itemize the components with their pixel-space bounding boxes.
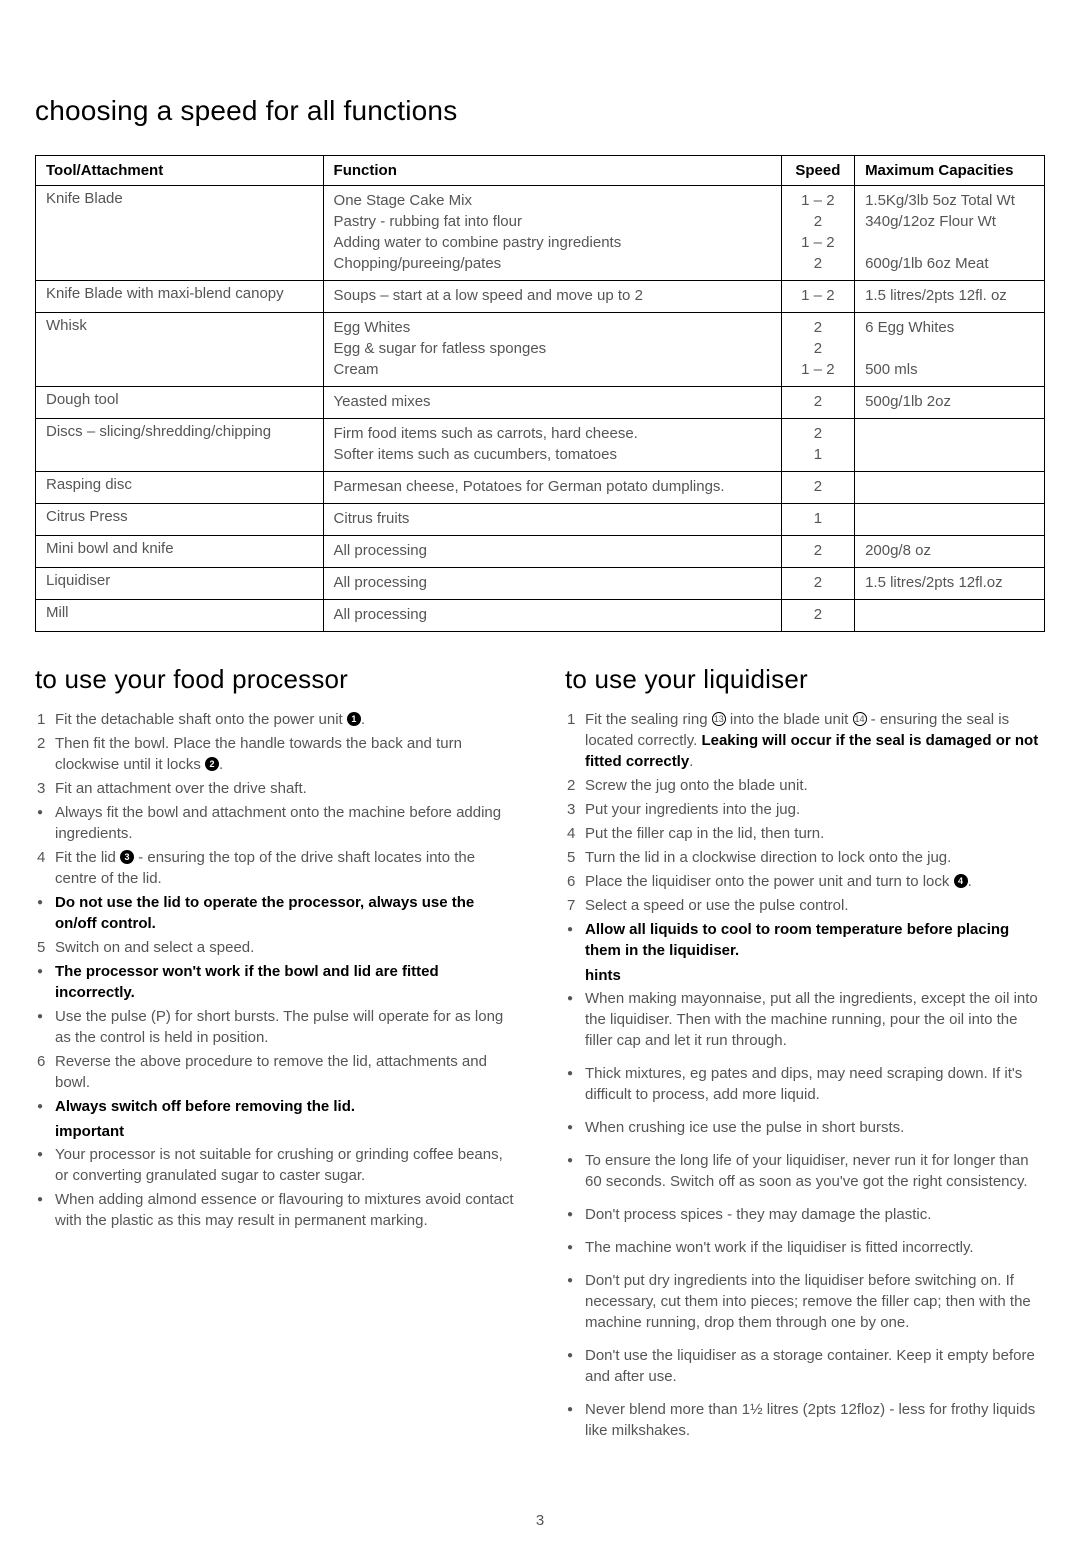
cell-function: Citrus fruits bbox=[323, 504, 781, 536]
list-item: Then fit the bowl. Place the handle towa… bbox=[35, 733, 515, 775]
cell-tool: Citrus Press bbox=[36, 504, 324, 536]
cell-tool: Mini bowl and knife bbox=[36, 536, 324, 568]
cell-speed: 1 – 2 bbox=[781, 281, 854, 313]
cell-function: Parmesan cheese, Potatoes for German pot… bbox=[323, 472, 781, 504]
cell-function: Soups – start at a low speed and move up… bbox=[323, 281, 781, 313]
table-row: WhiskEgg WhitesEgg & sugar for fatless s… bbox=[36, 313, 1045, 387]
list-item: Always switch off before removing the li… bbox=[35, 1096, 515, 1117]
cell-tool: Rasping disc bbox=[36, 472, 324, 504]
table-row: Knife Blade with maxi-blend canopySoups … bbox=[36, 281, 1045, 313]
speed-table: Tool/AttachmentFunctionSpeedMaximum Capa… bbox=[35, 155, 1045, 632]
cell-tool: Knife Blade with maxi-blend canopy bbox=[36, 281, 324, 313]
cell-function: All processing bbox=[323, 568, 781, 600]
cell-speed: 2 bbox=[781, 568, 854, 600]
list-item: Fit the sealing ring 13 into the blade u… bbox=[565, 709, 1045, 772]
important-list: Your processor is not suitable for crush… bbox=[35, 1144, 515, 1231]
table-row: Knife BladeOne Stage Cake MixPastry - ru… bbox=[36, 186, 1045, 281]
list-item: Fit the lid 3 - ensuring the top of the … bbox=[35, 847, 515, 889]
list-item: Never blend more than 1½ litres (2pts 12… bbox=[565, 1399, 1045, 1441]
cell-tool: Whisk bbox=[36, 313, 324, 387]
page-number: 3 bbox=[0, 1512, 1080, 1529]
list-item: Always fit the bowl and attachment onto … bbox=[35, 802, 515, 844]
list-item: Screw the jug onto the blade unit. bbox=[565, 775, 1045, 796]
table-row: Discs – slicing/shredding/chippingFirm f… bbox=[36, 419, 1045, 472]
right-column: to use your liquidiser Fit the sealing r… bbox=[565, 664, 1045, 1453]
list-item: Your processor is not suitable for crush… bbox=[35, 1144, 515, 1186]
list-item: When adding almond essence or flavouring… bbox=[35, 1189, 515, 1231]
list-item: Put the filler cap in the lid, then turn… bbox=[565, 823, 1045, 844]
list-item: Reverse the above procedure to remove th… bbox=[35, 1051, 515, 1093]
table-header: Function bbox=[323, 156, 781, 186]
cell-capacity bbox=[855, 504, 1045, 536]
cell-function: All processing bbox=[323, 600, 781, 632]
cell-capacity: 1.5 litres/2pts 12fl. oz bbox=[855, 281, 1045, 313]
cell-tool: Dough tool bbox=[36, 387, 324, 419]
list-item: Select a speed or use the pulse control. bbox=[565, 895, 1045, 916]
list-item: Place the liquidiser onto the power unit… bbox=[565, 871, 1045, 892]
list-item: Don't put dry ingredients into the liqui… bbox=[565, 1270, 1045, 1333]
list-item: To ensure the long life of your liquidis… bbox=[565, 1150, 1045, 1192]
hints-list: When making mayonnaise, put all the ingr… bbox=[565, 988, 1045, 1441]
cell-function: Egg WhitesEgg & sugar for fatless sponge… bbox=[323, 313, 781, 387]
cell-speed: 1 bbox=[781, 504, 854, 536]
cell-tool: Discs – slicing/shredding/chipping bbox=[36, 419, 324, 472]
cell-function: All processing bbox=[323, 536, 781, 568]
list-item: Use the pulse (P) for short bursts. The … bbox=[35, 1006, 515, 1048]
cell-speed: 2 bbox=[781, 536, 854, 568]
liquidiser-heading: to use your liquidiser bbox=[565, 664, 1045, 695]
table-row: MillAll processing2 bbox=[36, 600, 1045, 632]
list-item: Do not use the lid to operate the proces… bbox=[35, 892, 515, 934]
list-item: Thick mixtures, eg pates and dips, may n… bbox=[565, 1063, 1045, 1105]
list-item: Turn the lid in a clockwise direction to… bbox=[565, 847, 1045, 868]
cell-capacity: 1.5Kg/3lb 5oz Total Wt340g/12oz Flour Wt… bbox=[855, 186, 1045, 281]
cell-speed: 1 – 221 – 22 bbox=[781, 186, 854, 281]
cell-speed: 2 bbox=[781, 387, 854, 419]
page-title: choosing a speed for all functions bbox=[35, 95, 1045, 127]
table-row: Dough toolYeasted mixes2500g/1lb 2oz bbox=[36, 387, 1045, 419]
liquidiser-steps: Fit the sealing ring 13 into the blade u… bbox=[565, 709, 1045, 961]
cell-capacity: 200g/8 oz bbox=[855, 536, 1045, 568]
table-row: Citrus PressCitrus fruits1 bbox=[36, 504, 1045, 536]
cell-capacity bbox=[855, 419, 1045, 472]
cell-speed: 2 bbox=[781, 600, 854, 632]
cell-capacity bbox=[855, 600, 1045, 632]
list-item: The processor won't work if the bowl and… bbox=[35, 961, 515, 1003]
cell-speed: 2 bbox=[781, 472, 854, 504]
cell-function: One Stage Cake MixPastry - rubbing fat i… bbox=[323, 186, 781, 281]
cell-speed: 221 – 2 bbox=[781, 313, 854, 387]
processor-steps: Fit the detachable shaft onto the power … bbox=[35, 709, 515, 1117]
list-item: When crushing ice use the pulse in short… bbox=[565, 1117, 1045, 1138]
list-item: When making mayonnaise, put all the ingr… bbox=[565, 988, 1045, 1051]
cell-capacity: 1.5 litres/2pts 12fl.oz bbox=[855, 568, 1045, 600]
cell-tool: Liquidiser bbox=[36, 568, 324, 600]
left-column: to use your food processor Fit the detac… bbox=[35, 664, 515, 1453]
hints-heading: hints bbox=[585, 967, 1045, 984]
important-heading: important bbox=[55, 1123, 515, 1140]
table-row: Rasping discParmesan cheese, Potatoes fo… bbox=[36, 472, 1045, 504]
list-item: Allow all liquids to cool to room temper… bbox=[565, 919, 1045, 961]
list-item: The machine won't work if the liquidiser… bbox=[565, 1237, 1045, 1258]
list-item: Put your ingredients into the jug. bbox=[565, 799, 1045, 820]
list-item: Don't use the liquidiser as a storage co… bbox=[565, 1345, 1045, 1387]
cell-capacity bbox=[855, 472, 1045, 504]
table-row: Mini bowl and knifeAll processing2200g/8… bbox=[36, 536, 1045, 568]
list-item: Fit an attachment over the drive shaft. bbox=[35, 778, 515, 799]
processor-heading: to use your food processor bbox=[35, 664, 515, 695]
cell-speed: 21 bbox=[781, 419, 854, 472]
cell-tool: Mill bbox=[36, 600, 324, 632]
table-header: Speed bbox=[781, 156, 854, 186]
cell-capacity: 6 Egg Whites 500 mls bbox=[855, 313, 1045, 387]
list-item: Fit the detachable shaft onto the power … bbox=[35, 709, 515, 730]
cell-function: Firm food items such as carrots, hard ch… bbox=[323, 419, 781, 472]
list-item: Switch on and select a speed. bbox=[35, 937, 515, 958]
table-header: Tool/Attachment bbox=[36, 156, 324, 186]
cell-capacity: 500g/1lb 2oz bbox=[855, 387, 1045, 419]
cell-function: Yeasted mixes bbox=[323, 387, 781, 419]
list-item: Don't process spices - they may damage t… bbox=[565, 1204, 1045, 1225]
cell-tool: Knife Blade bbox=[36, 186, 324, 281]
table-row: LiquidiserAll processing21.5 litres/2pts… bbox=[36, 568, 1045, 600]
table-header: Maximum Capacities bbox=[855, 156, 1045, 186]
